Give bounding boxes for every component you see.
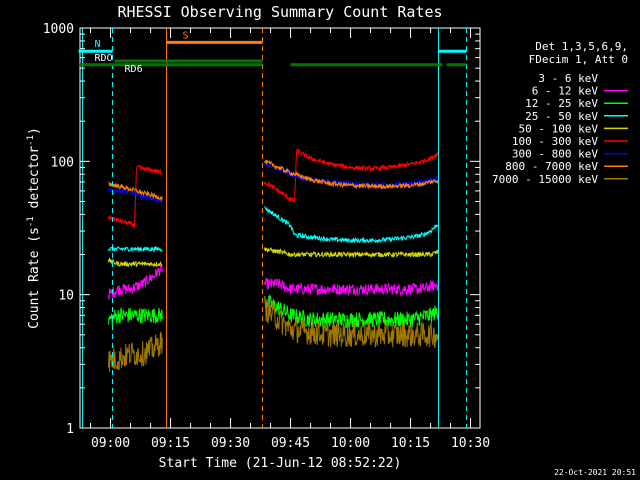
series-7 xyxy=(108,159,439,202)
flag-label-n: N xyxy=(95,39,101,50)
series-3 xyxy=(108,205,439,253)
series-5 xyxy=(108,148,439,228)
y-axis-label-mid: detector xyxy=(27,146,42,217)
x-tick-label: 10:30 xyxy=(451,436,490,451)
x-tick-label: 10:15 xyxy=(391,436,430,451)
series-line-4-0 xyxy=(108,257,163,268)
series-line-1-0 xyxy=(108,261,163,300)
y-axis-label-exp2: -1 xyxy=(26,135,36,146)
y-tick-label: 10 xyxy=(58,289,74,304)
series-line-2-0 xyxy=(108,306,163,326)
legend-header-line1: Det 1,3,5,6,9, xyxy=(535,40,628,53)
legend-label-2: 12 - 25 keV xyxy=(525,97,598,110)
y-axis-label-main: Count Rate (s xyxy=(27,227,42,329)
x-tick-label: 10:00 xyxy=(331,436,370,451)
series-8 xyxy=(108,296,439,372)
legend: Det 1,3,5,6,9, FDecim 1, Att 0 3 - 6 keV… xyxy=(492,40,628,186)
axis-layer: 1 10 100 1000 09:00 09:15 09:30 09:45 10:00 10:15… xyxy=(43,22,490,451)
legend-label-6: 300 - 800 keV xyxy=(512,148,598,161)
timestamp: 22-Oct-2021 20:51 xyxy=(554,468,636,477)
legend-label-8: 7000 - 15000 keV xyxy=(492,173,598,186)
flag-label-rd6: RD6 xyxy=(125,64,143,75)
series-line-5-0 xyxy=(108,164,163,228)
series-line-3-0 xyxy=(108,245,163,253)
flag-label-s: S xyxy=(183,30,189,41)
series-1 xyxy=(108,261,439,300)
legend-label-3: 25 - 50 keV xyxy=(525,110,598,123)
plot-frame xyxy=(79,27,481,429)
legend-label-4: 50 - 100 keV xyxy=(519,122,599,135)
y-axis-label-exp1: -1 xyxy=(26,216,36,227)
series-line-2-1 xyxy=(264,294,439,329)
series-line-8-1 xyxy=(264,296,439,349)
series-line-1-1 xyxy=(264,277,439,297)
y-axis-label: Count Rate (s-1 detector-1) xyxy=(26,127,42,329)
legend-header-line2: FDecim 1, Att 0 xyxy=(529,53,628,66)
series-line-7-0 xyxy=(108,181,163,202)
series-line-5-1 xyxy=(264,148,439,203)
series-line-3-1 xyxy=(264,205,439,244)
x-tick-label: 09:45 xyxy=(271,436,310,451)
series-line-8-0 xyxy=(108,331,163,372)
legend-label-1: 6 - 12 keV xyxy=(532,85,599,98)
series-line-4-1 xyxy=(264,247,439,259)
x-tick-label: 09:30 xyxy=(211,436,250,451)
x-tick-label: 09:15 xyxy=(151,436,190,451)
annotation-layer: N S RDO RD6 xyxy=(78,28,468,428)
series-layer xyxy=(108,148,439,394)
x-tick-label: 09:00 xyxy=(91,436,130,451)
chart-title: RHESSI Observing Summary Count Rates xyxy=(117,3,442,21)
series-2 xyxy=(108,294,439,329)
y-tick-label: 1 xyxy=(66,422,74,437)
flag-label-rdo: RDO xyxy=(95,53,113,64)
legend-label-7: 800 - 7000 keV xyxy=(505,160,598,173)
legend-label-5: 100 - 300 keV xyxy=(512,135,598,148)
y-axis-label-end: ) xyxy=(27,127,42,135)
y-tick-label: 1000 xyxy=(43,22,74,37)
series-4 xyxy=(108,247,439,268)
y-tick-label: 100 xyxy=(51,155,74,170)
series-line-7-1 xyxy=(264,159,439,190)
plot-area xyxy=(79,27,481,429)
legend-label-0: 3 - 6 keV xyxy=(538,72,598,85)
x-axis-label: Start Time (21-Jun-12 08:52:22) xyxy=(159,456,402,471)
